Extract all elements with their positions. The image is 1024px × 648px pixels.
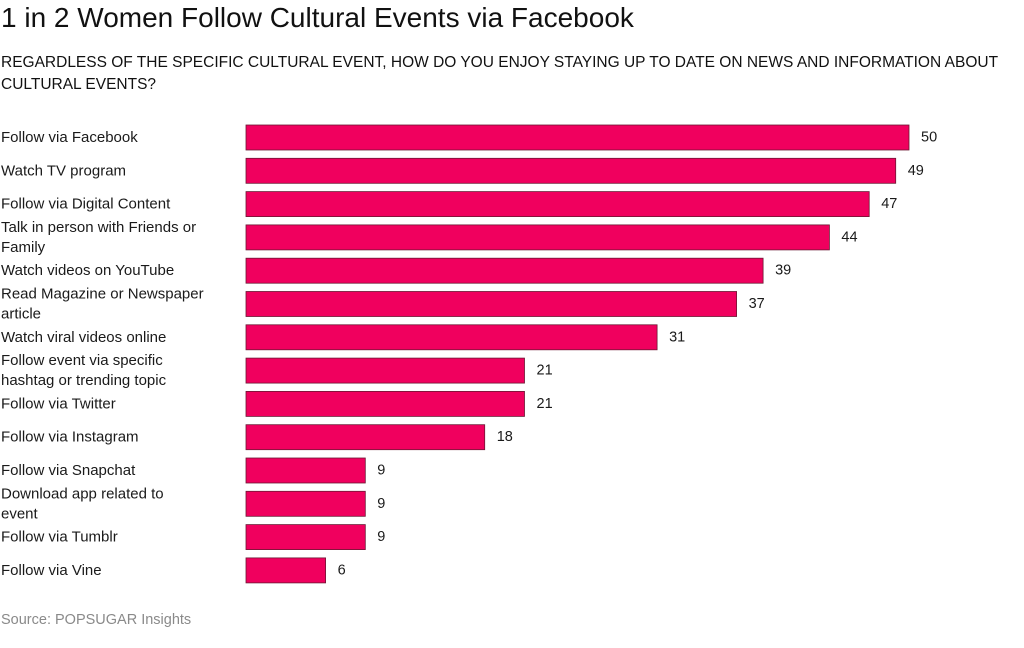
bar xyxy=(245,490,366,517)
source-note: Source: POPSUGAR Insights xyxy=(1,612,192,628)
category-label: Watch videos on YouTube xyxy=(1,262,174,279)
bar xyxy=(245,390,525,417)
value-label: 50 xyxy=(921,130,937,146)
value-label: 47 xyxy=(881,196,897,212)
bar xyxy=(245,124,910,151)
value-label: 6 xyxy=(338,562,346,578)
bar xyxy=(245,257,764,284)
value-label: 49 xyxy=(908,163,924,179)
value-label: 31 xyxy=(669,329,685,345)
value-label: 9 xyxy=(377,529,385,545)
value-label: 9 xyxy=(377,463,385,479)
bar xyxy=(245,191,870,218)
category-label: Follow via Snapchat xyxy=(1,462,136,479)
category-label: Talk in person with Friends or Family xyxy=(1,219,196,256)
category-label: Follow event via specific hashtag or tren… xyxy=(1,352,167,389)
category-label: Follow via Facebook xyxy=(1,129,138,146)
value-label: 18 xyxy=(497,429,513,445)
bar xyxy=(245,524,366,550)
chart-subtitle: REGARDLESS OF THE SPECIFIC CULTURAL EVEN… xyxy=(1,54,998,93)
bar xyxy=(245,457,366,484)
category-label: Watch TV program xyxy=(1,162,126,179)
bar xyxy=(245,291,738,317)
bar xyxy=(245,424,486,451)
chart-title: 1 in 2 Women Follow Cultural Events via … xyxy=(1,2,634,33)
category-label: Read Magazine or Newspaper article xyxy=(1,286,204,323)
bar xyxy=(245,324,658,351)
category-label: Follow via Tumblr xyxy=(1,529,118,546)
value-label: 39 xyxy=(775,263,791,279)
category-label: Follow via Digital Content xyxy=(1,196,171,213)
bar xyxy=(245,157,897,184)
bar xyxy=(245,224,830,251)
category-label: Follow via Vine xyxy=(1,562,102,579)
category-label: Download app related to event xyxy=(1,485,164,522)
value-label: 21 xyxy=(537,396,553,412)
category-label: Watch viral videos online xyxy=(1,329,166,346)
bar xyxy=(245,557,326,584)
value-label: 21 xyxy=(537,363,553,379)
category-label: Follow via Twitter xyxy=(1,395,116,412)
value-label: 9 xyxy=(377,496,385,512)
category-label: Follow via Instagram xyxy=(1,429,139,446)
value-label: 44 xyxy=(841,229,857,245)
bar xyxy=(245,357,525,384)
value-label: 37 xyxy=(749,296,765,312)
